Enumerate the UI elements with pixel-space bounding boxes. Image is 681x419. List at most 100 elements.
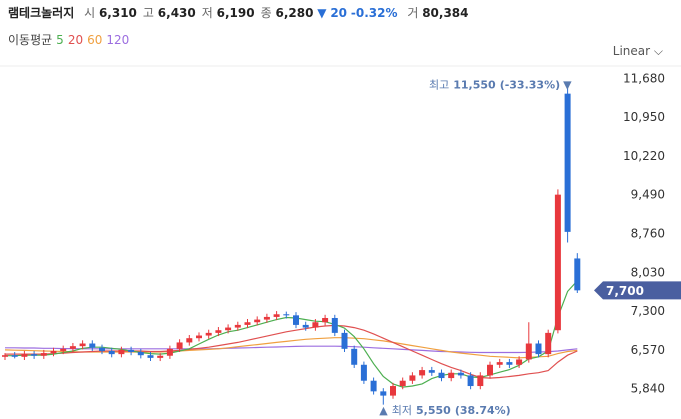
- ma-legend: 이동평균 5 20 60 120: [8, 31, 129, 48]
- quote-label: 시: [84, 6, 96, 20]
- candle-body: [263, 316, 270, 320]
- candle-body: [525, 343, 532, 360]
- candle-body: [176, 342, 183, 349]
- candle-body: [554, 194, 561, 331]
- candle-body: [118, 349, 125, 355]
- change-pct: -0.32%: [350, 6, 398, 20]
- candle-body: [380, 391, 387, 396]
- candle-body: [331, 317, 338, 333]
- candle-body: [137, 352, 144, 356]
- volume-label: 거: [407, 6, 419, 20]
- y-tick-label: 8,760: [631, 226, 665, 240]
- candle-body: [506, 362, 513, 365]
- candle-body: [283, 314, 290, 316]
- high-marker: 최고 11,550 (-33.33%) ▼: [429, 79, 572, 92]
- candle-body: [477, 375, 484, 387]
- header: 램테크놀러지 시 6,310 고 6,430 저 6,190 종 6,280 ▼ 20…: [8, 4, 469, 21]
- quote-label: 종: [260, 6, 272, 20]
- quote-items: 시 6,310 고 6,430 저 6,190 종 6,280: [78, 6, 313, 20]
- legend-entry: 5: [56, 33, 64, 47]
- y-tick-label: 11,680: [623, 71, 665, 85]
- candle-body: [341, 332, 348, 349]
- candle-body: [99, 347, 105, 351]
- candle-body: [244, 322, 251, 325]
- candle-body: [273, 314, 280, 317]
- candle-body: [69, 346, 76, 349]
- candle-body: [302, 324, 309, 328]
- candle-body: [40, 353, 47, 356]
- candle-body: [205, 332, 212, 336]
- candle-body: [2, 355, 8, 357]
- change: ▼ 20 -0.32%: [317, 6, 398, 20]
- candle-body: [351, 348, 358, 365]
- candle-body: [564, 93, 571, 232]
- low-marker-change: (38.74%): [455, 404, 511, 417]
- y-tick-label: 8,030: [631, 265, 665, 279]
- current-price-label: 7,700: [606, 284, 644, 298]
- high-marker-label: 최고: [429, 79, 449, 92]
- current-price-tag: [594, 281, 681, 300]
- y-tick-label: 10,950: [623, 110, 665, 124]
- candle-body: [419, 370, 426, 376]
- candle-body: [11, 355, 18, 357]
- candle-body: [322, 317, 329, 323]
- candle-body: [79, 343, 86, 347]
- candle-body: [157, 355, 164, 358]
- candle-body: [50, 350, 57, 354]
- candle-body: [166, 348, 173, 356]
- candle-body: [448, 372, 455, 379]
- legend-entry: 60: [87, 33, 103, 47]
- high-marker-arrow: ▼: [563, 79, 572, 92]
- candle-body: [428, 370, 435, 373]
- quote-value: 6,310: [98, 6, 137, 20]
- low-marker-arrow: ▲: [379, 404, 388, 417]
- change-value: 20: [330, 6, 348, 20]
- candle-body: [535, 343, 542, 355]
- quote-value: 6,280: [275, 6, 314, 20]
- y-tick-label: 10,220: [623, 149, 665, 163]
- scale-mode[interactable]: Linear: [612, 44, 651, 58]
- candle-body: [457, 372, 464, 376]
- candle-body: [438, 372, 445, 379]
- volume: 80,384: [422, 6, 469, 20]
- y-tick-label: 9,490: [631, 188, 665, 202]
- candle-body: [467, 375, 474, 387]
- high-marker-change: (-33.33%): [500, 79, 560, 92]
- candle-body: [89, 343, 96, 348]
- candle-body: [574, 258, 581, 291]
- candle-body: [390, 386, 396, 396]
- legend-entry: 20: [67, 33, 84, 47]
- candle-body: [215, 330, 222, 333]
- candle-body: [234, 324, 241, 328]
- low-marker-label: 최저: [392, 404, 412, 417]
- ma-title: 이동평균: [8, 33, 53, 47]
- y-tick-label: 5,840: [631, 382, 665, 396]
- candle-body: [128, 349, 135, 353]
- candle-body: [60, 348, 67, 351]
- high-marker-value-label: 11,550: [453, 79, 496, 92]
- candle-body: [225, 327, 232, 331]
- y-tick-label: 7,300: [631, 304, 665, 318]
- candle-body: [147, 355, 154, 358]
- stock-name: 램테크놀러지: [8, 6, 75, 20]
- candle-body: [487, 364, 493, 376]
- candle-body: [545, 332, 552, 355]
- candle-body: [516, 359, 523, 365]
- legend-entry: 120: [106, 33, 130, 47]
- candle-body: [108, 350, 115, 355]
- quote-label: 저: [201, 6, 213, 20]
- low-marker-value-label: 5,550: [416, 404, 451, 417]
- ma-line: [4, 337, 578, 359]
- low-marker: ▲ 최저 5,550 (38.74%): [379, 404, 510, 417]
- y-tick-label: 6,570: [631, 343, 665, 357]
- quote-label: 고: [142, 6, 154, 20]
- candle-body: [186, 338, 193, 343]
- candle-body: [21, 354, 28, 357]
- scale-toggle[interactable]: Linear ⌵: [612, 44, 663, 58]
- candle-body: [254, 319, 261, 323]
- candle-body: [196, 335, 202, 339]
- candle-body: [409, 375, 416, 381]
- candle-body: [360, 364, 367, 381]
